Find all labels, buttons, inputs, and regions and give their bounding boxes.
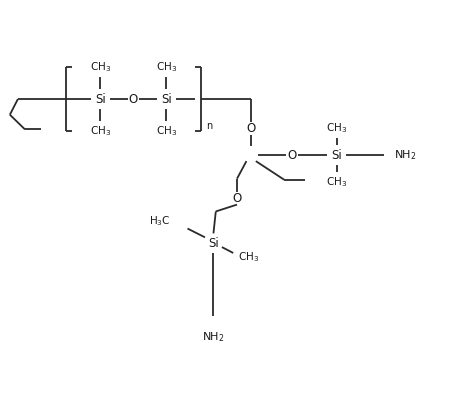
Text: O: O <box>246 122 256 135</box>
Text: CH$_3$: CH$_3$ <box>326 175 347 189</box>
Text: Si: Si <box>331 149 342 162</box>
Text: CH$_3$: CH$_3$ <box>326 122 347 135</box>
Text: NH$_2$: NH$_2$ <box>394 148 417 162</box>
Text: n: n <box>206 121 213 131</box>
Text: Si: Si <box>208 237 219 250</box>
Text: Si: Si <box>95 93 106 106</box>
Text: Si: Si <box>161 93 172 106</box>
Text: H$_3$C: H$_3$C <box>149 214 171 228</box>
Text: CH$_3$: CH$_3$ <box>90 124 111 138</box>
Text: O: O <box>232 192 242 205</box>
Text: CH$_3$: CH$_3$ <box>237 250 259 264</box>
Text: CH$_3$: CH$_3$ <box>156 124 177 138</box>
Text: CH$_3$: CH$_3$ <box>156 61 177 74</box>
Text: O: O <box>129 93 138 106</box>
Text: O: O <box>288 149 297 162</box>
Text: NH$_2$: NH$_2$ <box>202 330 225 344</box>
Text: CH$_3$: CH$_3$ <box>90 61 111 74</box>
